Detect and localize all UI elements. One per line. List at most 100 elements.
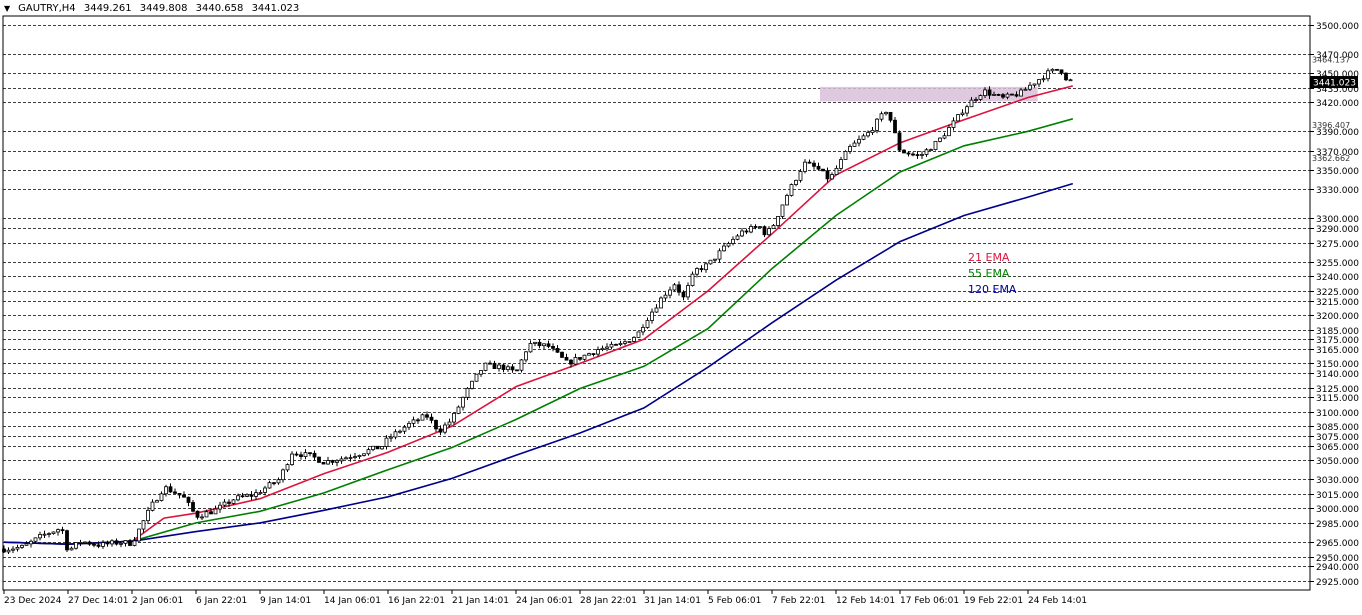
candle [596, 346, 600, 357]
candle-body [299, 454, 303, 458]
candle [213, 505, 218, 515]
candle-body [231, 499, 236, 504]
time-tick-label: 17 Feb 06:01 [900, 596, 959, 606]
candle [402, 424, 407, 435]
price-tick-label: 3050.000 [1316, 457, 1359, 467]
candle [456, 405, 461, 415]
candle [897, 130, 902, 152]
candle [254, 489, 258, 500]
candle [330, 459, 335, 466]
candle [740, 227, 744, 238]
candle [173, 488, 177, 494]
candle [713, 258, 717, 263]
candle [654, 304, 659, 313]
candle-body [101, 542, 105, 547]
candle [821, 168, 825, 172]
candle [947, 124, 951, 137]
time-tick-label: 19 Feb 22:01 [964, 596, 1023, 606]
candle-body [348, 457, 353, 459]
candle-body [996, 94, 1001, 96]
candle [618, 340, 623, 347]
candle [128, 538, 132, 547]
candle-body [807, 161, 812, 164]
time-tick-label: 27 Dec 14:01 [68, 596, 129, 606]
candle [204, 509, 209, 518]
candle [155, 499, 159, 503]
candle-body [569, 359, 573, 365]
candle-body [501, 364, 506, 370]
candle-body [884, 111, 888, 115]
candle-body [731, 238, 735, 244]
candle-body [69, 547, 74, 551]
candle-body [560, 351, 564, 358]
candle-body [785, 195, 789, 206]
symbol-timeframe: GAUTRY,H4 [18, 3, 76, 14]
candle [101, 540, 105, 549]
candle-body [1019, 89, 1023, 97]
collapse-triangle-icon[interactable]: ▼ [4, 4, 11, 13]
candle-body [312, 452, 317, 458]
candle [758, 226, 762, 229]
candle [159, 491, 164, 502]
grid-lines [2, 15, 1311, 591]
candle [443, 422, 447, 435]
candle-body [654, 307, 659, 313]
candle [326, 456, 330, 465]
candle [506, 364, 510, 372]
candle [627, 341, 632, 343]
candle [668, 286, 672, 299]
candle [843, 150, 848, 160]
candle-body [128, 540, 132, 546]
candle [960, 109, 965, 117]
ema120-line [3, 182, 1074, 546]
ohlc-close: 3441.023 [251, 3, 300, 14]
time-tick-label: 12 Feb 14:01 [836, 596, 895, 606]
candle-body [1023, 88, 1028, 91]
candle [519, 359, 524, 373]
candle [1010, 93, 1014, 96]
candle [650, 308, 654, 324]
candle-body [92, 543, 96, 546]
candle [659, 296, 663, 309]
candle [951, 117, 956, 131]
candle-body [434, 419, 438, 430]
candle-body [29, 540, 33, 545]
candle [74, 542, 78, 550]
candle-body [393, 431, 398, 438]
candle-body [789, 184, 794, 196]
candle [384, 435, 389, 450]
candle-body [168, 486, 173, 493]
candle-body [672, 284, 677, 291]
candle-body [47, 533, 51, 535]
candle [942, 132, 947, 140]
candle [965, 104, 969, 117]
candle-body [933, 140, 938, 150]
candle-body [582, 354, 587, 360]
price-tick-label: 3500.000 [1316, 22, 1359, 32]
candle [1059, 69, 1064, 76]
candle-body [830, 174, 834, 180]
candle-body [357, 454, 362, 457]
candle [308, 452, 312, 457]
candle-body [618, 342, 623, 345]
candle [69, 546, 74, 551]
candle [533, 341, 537, 347]
candle-body [942, 135, 947, 139]
candle-body [236, 495, 240, 501]
candle-body [258, 492, 263, 494]
candle-body [105, 542, 110, 545]
candle-body [74, 542, 78, 549]
candle [1055, 68, 1059, 71]
candle [798, 169, 803, 183]
candle [884, 111, 888, 116]
time-axis: 23 Dec 2024 27 Dec 14:01 2 Jan 06:01 6 Jan … [3, 590, 1087, 606]
candle [902, 149, 906, 154]
candle-body [681, 291, 686, 298]
price-tick-label: 3015.000 [1316, 491, 1359, 501]
candle [866, 130, 870, 138]
candle-body [1059, 69, 1064, 74]
candle-body [11, 548, 15, 551]
candle [425, 411, 429, 420]
